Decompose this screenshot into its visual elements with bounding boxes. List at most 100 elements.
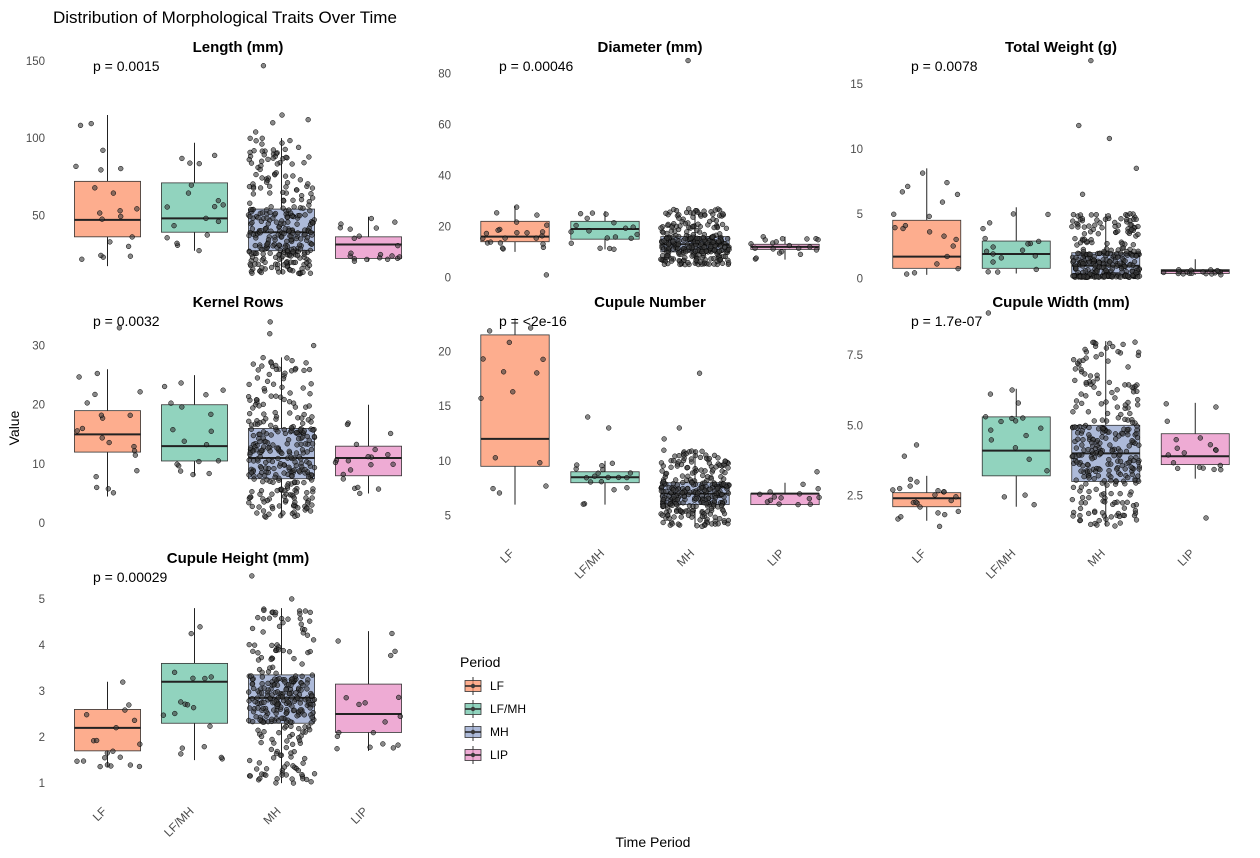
data-point bbox=[786, 242, 793, 249]
data-point bbox=[98, 252, 104, 259]
data-point bbox=[276, 647, 282, 653]
data-point bbox=[694, 523, 700, 529]
data-point bbox=[365, 453, 371, 460]
data-point bbox=[1175, 465, 1181, 472]
data-point bbox=[390, 745, 397, 751]
box-group bbox=[480, 204, 550, 278]
y-axis-title: Value bbox=[6, 410, 22, 445]
data-point bbox=[589, 210, 596, 216]
data-point bbox=[1001, 494, 1007, 500]
data-point bbox=[1122, 481, 1128, 487]
p-value-label: p = 0.0015 bbox=[93, 58, 160, 74]
data-point bbox=[246, 698, 252, 704]
data-point bbox=[254, 510, 260, 516]
data-point bbox=[265, 445, 271, 451]
data-point bbox=[307, 705, 313, 711]
data-point bbox=[726, 246, 732, 253]
data-point bbox=[776, 501, 782, 507]
data-point bbox=[255, 367, 261, 373]
data-point bbox=[302, 231, 308, 238]
data-point bbox=[671, 514, 677, 520]
data-point bbox=[611, 487, 617, 493]
data-point bbox=[897, 485, 903, 492]
legend-item: LF bbox=[464, 677, 504, 695]
data-point bbox=[177, 468, 184, 474]
data-point bbox=[987, 391, 994, 397]
data-point bbox=[269, 716, 275, 722]
data-point bbox=[663, 210, 669, 216]
data-point bbox=[716, 248, 722, 255]
data-point bbox=[1131, 457, 1137, 464]
box-group bbox=[1160, 401, 1230, 521]
data-point bbox=[540, 356, 546, 363]
data-point bbox=[392, 648, 398, 655]
data-point bbox=[291, 707, 297, 713]
data-point bbox=[1133, 517, 1140, 523]
data-point bbox=[203, 215, 209, 222]
panel-title: Total Weight (g) bbox=[1005, 39, 1117, 56]
data-point bbox=[257, 717, 263, 723]
data-point bbox=[304, 632, 311, 638]
data-point bbox=[160, 712, 167, 718]
data-point bbox=[286, 649, 293, 655]
data-point bbox=[890, 487, 896, 493]
data-point bbox=[258, 739, 264, 746]
legend-key-point bbox=[470, 752, 476, 758]
box-group bbox=[161, 142, 228, 254]
data-point bbox=[276, 503, 283, 509]
box-group bbox=[658, 57, 732, 268]
data-point bbox=[283, 497, 289, 504]
p-value-label: p = 0.00046 bbox=[499, 58, 574, 74]
data-point bbox=[259, 265, 265, 271]
data-point bbox=[692, 248, 699, 254]
data-point bbox=[178, 380, 184, 386]
box-group bbox=[73, 115, 141, 267]
y-tick-label: 10 bbox=[32, 459, 45, 471]
data-point bbox=[797, 251, 804, 258]
data-point bbox=[1107, 442, 1113, 448]
data-point bbox=[294, 512, 301, 518]
data-point bbox=[1128, 464, 1134, 470]
data-point bbox=[270, 147, 277, 153]
data-point bbox=[674, 482, 680, 488]
data-point bbox=[603, 211, 609, 217]
data-point bbox=[1181, 450, 1187, 456]
data-point bbox=[106, 439, 112, 446]
data-point bbox=[261, 152, 267, 158]
data-point bbox=[1116, 513, 1123, 520]
data-point bbox=[289, 161, 295, 167]
data-point bbox=[710, 467, 716, 473]
data-point bbox=[306, 154, 312, 160]
data-point bbox=[609, 460, 616, 466]
data-point bbox=[1126, 262, 1133, 268]
data-point bbox=[1135, 473, 1141, 479]
data-point bbox=[301, 367, 307, 374]
data-point bbox=[1072, 424, 1078, 430]
data-point bbox=[110, 748, 116, 754]
legend-label: LF/MH bbox=[490, 702, 526, 716]
data-point bbox=[587, 479, 594, 485]
data-point bbox=[104, 750, 110, 756]
data-point bbox=[1129, 384, 1135, 391]
data-point bbox=[1174, 445, 1180, 451]
data-point bbox=[1125, 474, 1131, 481]
data-point bbox=[267, 250, 273, 256]
data-point bbox=[291, 509, 297, 515]
data-point bbox=[707, 486, 713, 492]
data-point bbox=[311, 697, 318, 703]
data-point bbox=[131, 443, 137, 450]
data-point bbox=[944, 253, 950, 260]
data-point bbox=[261, 472, 268, 479]
data-point bbox=[247, 494, 253, 500]
data-point bbox=[663, 488, 669, 495]
data-point bbox=[305, 500, 311, 506]
data-point bbox=[294, 713, 300, 719]
data-point bbox=[1081, 273, 1087, 280]
data-point bbox=[1098, 351, 1104, 357]
data-point bbox=[1074, 242, 1080, 248]
data-point bbox=[1072, 235, 1078, 242]
data-point bbox=[806, 496, 812, 502]
data-point bbox=[267, 331, 273, 337]
data-point bbox=[297, 427, 304, 433]
data-point bbox=[573, 222, 579, 229]
